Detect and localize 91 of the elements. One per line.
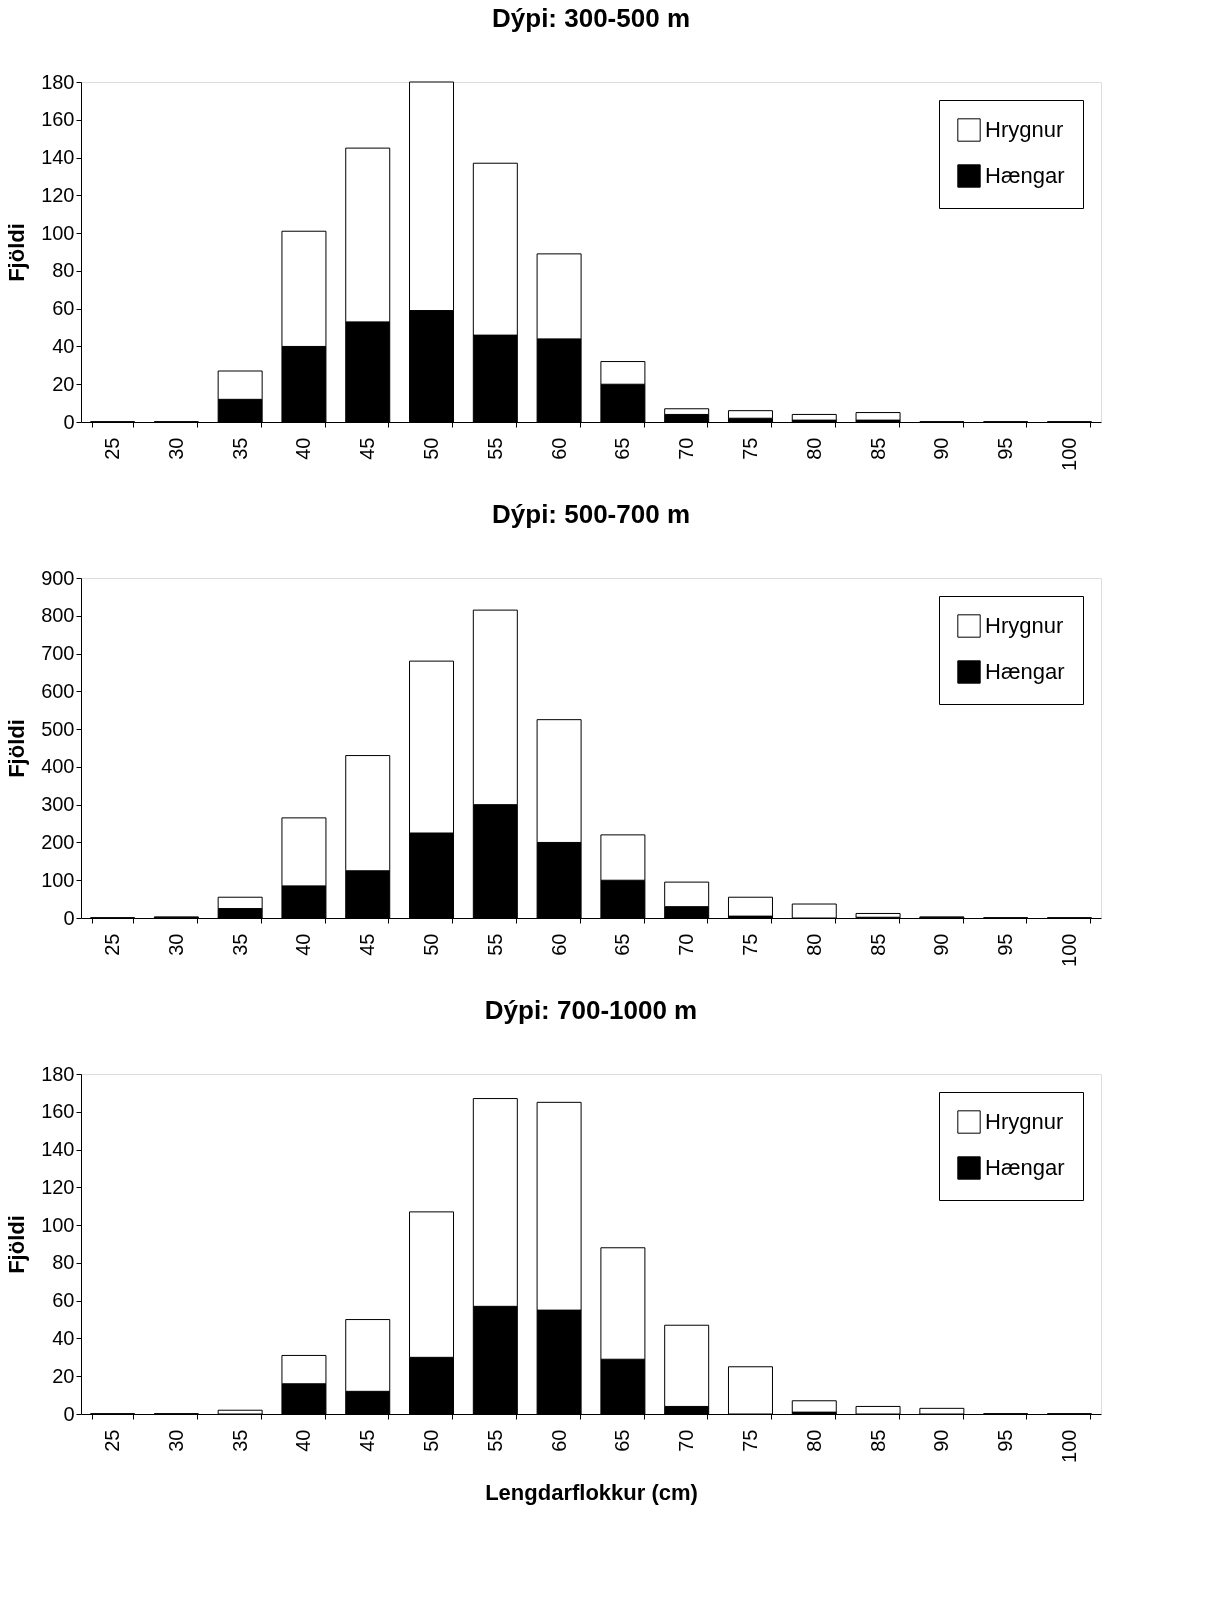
x-tick-label: 80 [802,437,825,460]
y-tick-label: 120 [41,183,75,206]
x-tick-label: 25 [101,1429,124,1452]
y-tick-label: 80 [52,1251,75,1274]
y-tick-label: 60 [52,1289,75,1312]
x-tick-label: 90 [930,1429,953,1452]
y-tick-label: 40 [52,334,75,357]
y-axis-title: Fjöldi [4,223,30,282]
x-axis-title: Lengdarflokkur (cm) [485,1479,698,1505]
x-tick-label: 55 [483,437,506,460]
x-tick-label: 95 [994,933,1017,956]
y-tick-label: 40 [52,1326,75,1349]
x-tick-label: 70 [675,437,698,460]
y-tick-label: 0 [63,1402,75,1425]
y-tick-label: 0 [63,410,75,433]
y-axis-title: Fjöldi [4,719,30,778]
x-tick-label: 95 [994,1429,1017,1452]
x-tick-label: 65 [611,1429,634,1452]
legend-label: Hængar [985,1155,1065,1180]
x-tick-label: 45 [356,933,379,956]
y-tick-label: 100 [41,1213,75,1236]
x-tick-label: 60 [547,933,570,956]
legend-label: Hrygnur [985,117,1064,142]
x-tick-label: 100 [1057,1429,1080,1463]
x-tick-label: 25 [101,437,124,460]
x-tick-label: 75 [738,1429,761,1452]
x-tick-label: 40 [292,933,315,956]
y-tick-label: 80 [52,259,75,282]
y-tick-label: 60 [52,297,75,320]
x-tick-label: 35 [228,933,251,956]
x-tick-label: 45 [356,437,379,460]
x-tick-label: 35 [228,437,251,460]
y-tick-label: 700 [41,642,75,665]
x-tick-label: 55 [483,1429,506,1452]
x-tick-label: 95 [994,437,1017,460]
y-tick-label: 100 [41,868,75,891]
legend-label: Hrygnur [985,613,1064,638]
legend-label: Hængar [985,163,1065,188]
x-tick-label: 100 [1057,437,1080,471]
x-tick-label: 30 [164,437,187,460]
x-tick-label: 55 [483,933,506,956]
y-tick-label: 20 [52,372,75,395]
x-tick-label: 80 [802,1429,825,1452]
x-tick-label: 50 [420,933,443,956]
x-tick-label: 85 [866,1429,889,1452]
x-tick-label: 60 [547,1429,570,1452]
y-tick-label: 140 [41,146,75,169]
x-tick-label: 40 [292,437,315,460]
y-axis-title: Fjöldi [4,1215,30,1274]
y-tick-label: 300 [41,793,75,816]
x-tick-label: 45 [356,1429,379,1452]
y-tick-label: 800 [41,604,75,627]
legend-label: Hrygnur [985,1109,1064,1134]
y-tick-label: 180 [41,1062,75,1085]
x-tick-label: 75 [738,437,761,460]
y-tick-label: 600 [41,679,75,702]
x-tick-label: 30 [164,1429,187,1452]
x-tick-label: 85 [866,933,889,956]
chart-title: Dýpi: 500-700 m [492,499,690,529]
y-tick-label: 20 [52,1364,75,1387]
y-tick-label: 200 [41,830,75,853]
y-tick-label: 0 [63,906,75,929]
y-tick-label: 900 [41,566,75,589]
x-tick-label: 75 [738,933,761,956]
x-tick-label: 100 [1057,933,1080,967]
x-tick-label: 35 [228,1429,251,1452]
y-tick-label: 180 [41,70,75,93]
y-tick-label: 140 [41,1138,75,1161]
x-tick-label: 65 [611,437,634,460]
x-tick-label: 60 [547,437,570,460]
x-tick-label: 50 [420,437,443,460]
x-tick-label: 50 [420,1429,443,1452]
y-tick-label: 100 [41,221,75,244]
x-tick-label: 70 [675,1429,698,1452]
x-tick-label: 90 [930,437,953,460]
y-tick-label: 160 [41,108,75,131]
x-tick-label: 40 [292,1429,315,1452]
y-tick-label: 400 [41,755,75,778]
chart-title: Dýpi: 300-500 m [492,3,690,33]
x-tick-label: 80 [802,933,825,956]
x-tick-label: 90 [930,933,953,956]
y-tick-label: 120 [41,1175,75,1198]
x-tick-label: 70 [675,933,698,956]
x-tick-label: 30 [164,933,187,956]
y-tick-label: 500 [41,717,75,740]
x-tick-label: 85 [866,437,889,460]
x-tick-label: 65 [611,933,634,956]
y-tick-label: 160 [41,1100,75,1123]
x-tick-label: 25 [101,933,124,956]
chart-title: Dýpi: 700-1000 m [484,995,698,1025]
legend-label: Hængar [985,659,1065,684]
